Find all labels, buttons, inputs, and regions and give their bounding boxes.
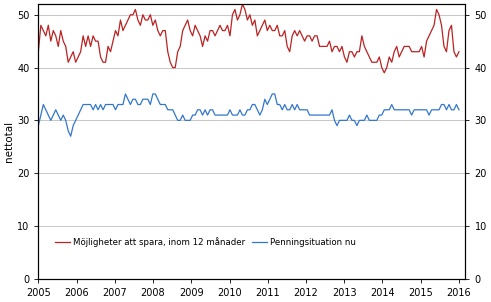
Möjligheter att spara, inom 12 månader	[456, 50, 462, 53]
Penningsituation nu	[122, 92, 128, 96]
Möjligheter att spara, inom 12 månader	[35, 50, 41, 53]
Penningsituation nu	[262, 98, 268, 101]
Legend: Möjligheter att spara, inom 12 månader, Penningsituation nu: Möjligheter att spara, inom 12 månader, …	[51, 234, 359, 250]
Möjligheter att spara, inom 12 månader	[416, 50, 422, 53]
Penningsituation nu	[245, 108, 250, 112]
Penningsituation nu	[197, 108, 203, 112]
Penningsituation nu	[242, 113, 248, 117]
Penningsituation nu	[35, 124, 41, 127]
Möjligheter att spara, inom 12 månader	[240, 2, 246, 6]
Möjligheter att spara, inom 12 månader	[192, 24, 198, 27]
Y-axis label: nettotal: nettotal	[4, 121, 14, 162]
Penningsituation nu	[416, 108, 422, 112]
Penningsituation nu	[68, 134, 74, 138]
Line: Möjligheter att spara, inom 12 månader: Möjligheter att spara, inom 12 månader	[38, 4, 459, 73]
Möjligheter att spara, inom 12 månader	[259, 24, 265, 27]
Möjligheter att spara, inom 12 månader	[237, 13, 243, 17]
Line: Penningsituation nu: Penningsituation nu	[38, 94, 459, 136]
Möjligheter att spara, inom 12 månader	[382, 71, 387, 75]
Penningsituation nu	[98, 103, 104, 106]
Penningsituation nu	[456, 108, 462, 112]
Möjligheter att spara, inom 12 månader	[95, 39, 101, 43]
Möjligheter att spara, inom 12 månader	[242, 8, 248, 11]
